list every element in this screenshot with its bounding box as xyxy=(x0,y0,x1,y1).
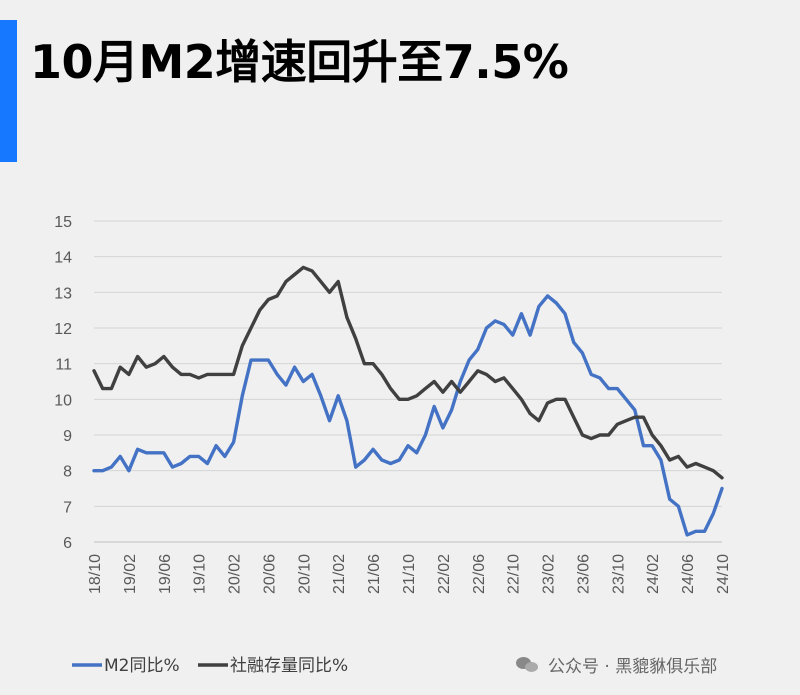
x-tick-label: 21/02 xyxy=(331,554,348,594)
legend-label-1: M2同比% xyxy=(104,656,180,676)
x-tick-label: 19/10 xyxy=(192,554,209,594)
y-tick-label: 8 xyxy=(63,464,72,481)
x-axis-labels: 18/10 19/02 19/06 19/10 20/02 20/06 20/10 21/02… xyxy=(87,554,732,594)
y-tick-label: 11 xyxy=(55,357,72,374)
legend-label-2: 社融存量同比% xyxy=(230,656,348,676)
x-tick-label: 23/06 xyxy=(575,554,592,594)
wechat-icon xyxy=(516,655,540,675)
x-tick-label: 18/10 xyxy=(87,554,104,594)
grid-layer xyxy=(94,220,722,543)
y-tick-label: 12 xyxy=(54,321,72,338)
x-tick-label: 21/06 xyxy=(366,554,383,594)
x-tick-label: 23/10 xyxy=(610,554,627,594)
y-axis-labels: 6 7 8 9 10 11 12 13 14 15 xyxy=(54,214,72,552)
y-tick-label: 10 xyxy=(54,392,72,409)
watermark-text: 公众号 · 黑貔貅俱乐部 xyxy=(548,657,718,677)
x-tick-label: 19/02 xyxy=(122,554,139,594)
x-tick-label: 20/02 xyxy=(227,554,244,594)
y-tick-label: 14 xyxy=(54,250,72,267)
series-line-1 xyxy=(92,294,724,537)
x-tick-label: 22/02 xyxy=(436,554,453,594)
x-tick-label: 19/06 xyxy=(157,554,174,594)
series-line-2 xyxy=(92,265,724,480)
accent-bar xyxy=(0,20,17,162)
x-tick-label: 20/06 xyxy=(261,554,278,594)
y-tick-label: 7 xyxy=(63,499,72,516)
y-tick-label: 6 xyxy=(63,535,72,552)
x-tick-label: 23/02 xyxy=(541,554,558,594)
x-tick-label: 20/10 xyxy=(296,554,313,594)
y-tick-label: 9 xyxy=(63,428,72,445)
x-tick-label: 22/10 xyxy=(506,554,523,594)
page-title: 10月M2增速回升至7.5% xyxy=(30,35,569,89)
legend: M2同比% 社融存量同比% xyxy=(72,656,348,676)
series-layer xyxy=(92,265,724,537)
x-tick-label: 24/02 xyxy=(645,554,662,594)
x-tick-label: 21/10 xyxy=(401,554,418,594)
y-tick-label: 13 xyxy=(54,285,72,302)
y-tick-label: 15 xyxy=(54,214,72,231)
x-tick-label: 24/06 xyxy=(680,554,697,594)
x-tick-label: 24/10 xyxy=(715,554,732,594)
watermark: 公众号 · 黑貔貅俱乐部 xyxy=(516,652,717,677)
x-tick-label: 22/06 xyxy=(471,554,488,594)
